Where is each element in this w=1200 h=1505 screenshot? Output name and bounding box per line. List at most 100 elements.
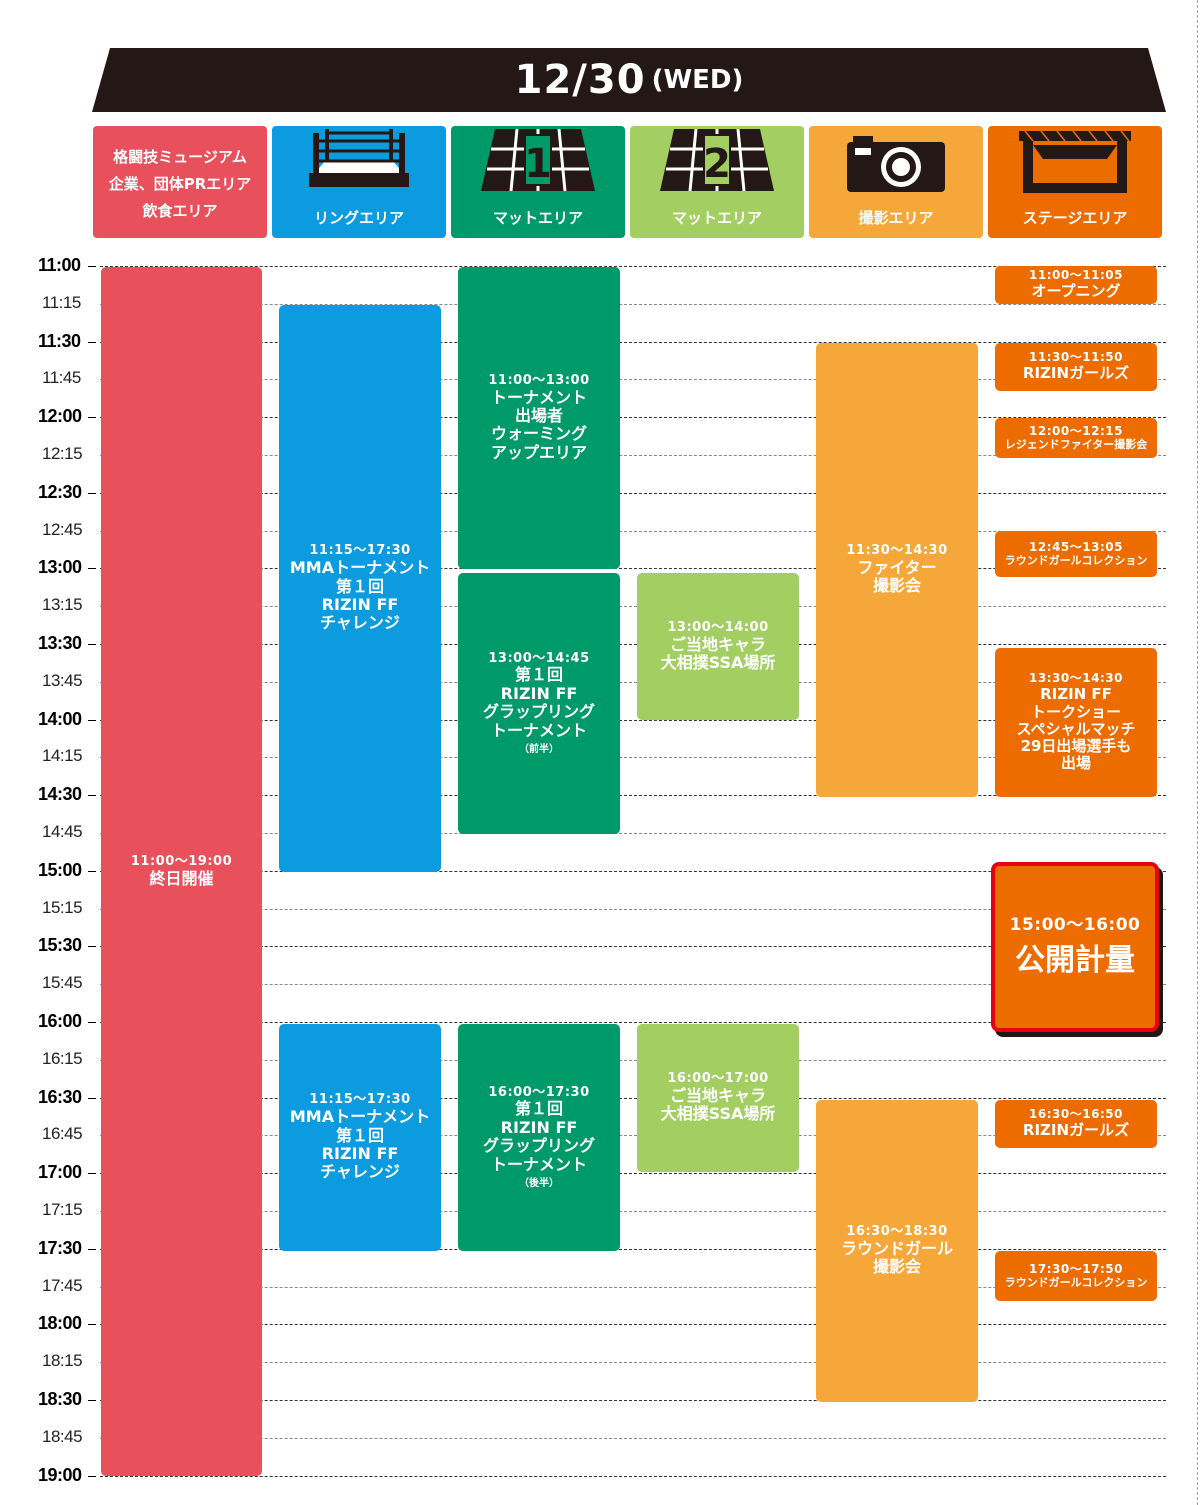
time-label: 15:00 bbox=[38, 859, 82, 880]
event-time: 16:00～17:00 bbox=[667, 1071, 769, 1087]
time-label: 14:30 bbox=[38, 784, 82, 805]
event-stage-girls-1[interactable]: 11:30～11:50 RIZINガールズ bbox=[995, 343, 1157, 391]
grid-line bbox=[100, 266, 1166, 267]
grid-line bbox=[100, 455, 1166, 456]
grid-tick bbox=[88, 341, 96, 343]
event-photo-roundgirl[interactable]: 16:30～18:30 ラウンドガール 撮影会 bbox=[816, 1100, 978, 1402]
time-label: 18:45 bbox=[42, 1426, 83, 1446]
event-title: 公開計量 bbox=[1015, 942, 1135, 978]
time-label: 12:45 bbox=[42, 519, 83, 539]
event-photo-fighter[interactable]: 11:30～14:30 ファイター 撮影会 bbox=[816, 343, 978, 797]
header-mat2: 2 マットエリア bbox=[630, 126, 804, 238]
event-title: トーナメント bbox=[490, 1154, 587, 1174]
event-title: トーナメント bbox=[490, 720, 587, 740]
header-stage: ステージエリア bbox=[988, 126, 1162, 238]
time-label: 14:45 bbox=[42, 822, 83, 841]
banner-shape bbox=[92, 48, 1166, 112]
stage-truss-icon bbox=[1019, 130, 1131, 193]
grid-line bbox=[100, 1173, 1166, 1175]
time-label: 14:00 bbox=[38, 708, 82, 729]
grid-line bbox=[100, 1097, 1166, 1099]
event-time: 11:00～13:00 bbox=[488, 372, 590, 388]
time-label: 11:45 bbox=[42, 368, 81, 388]
event-title: RIZIN FF bbox=[321, 594, 399, 614]
grid-tick bbox=[88, 1022, 96, 1023]
mat-2-icon: 2 bbox=[660, 129, 774, 192]
time-label: 18:30 bbox=[38, 1389, 82, 1409]
event-time: 17:30～17:50 bbox=[1029, 1261, 1123, 1276]
event-stage-collection-1[interactable]: 12:45～13:05 ラウンドガールコレクション bbox=[995, 531, 1157, 577]
grid-tick bbox=[88, 568, 96, 570]
event-stage-legend[interactable]: 12:00～12:15 レジェンドファイター撮影会 bbox=[995, 418, 1157, 458]
time-label: 12:30 bbox=[38, 481, 82, 502]
grid-line bbox=[100, 1324, 1166, 1326]
event-museum-allday[interactable]: 11:00～19:00 終日開催 bbox=[101, 267, 262, 1476]
grid-line bbox=[100, 984, 1166, 986]
grid-tick bbox=[88, 266, 96, 267]
header-ring: リングエリア bbox=[272, 126, 446, 238]
event-title: RIZIN FF bbox=[321, 1143, 399, 1163]
event-title: RIZINガールズ bbox=[1022, 364, 1130, 383]
header-mat1: 1 マットエリア bbox=[451, 126, 625, 238]
grid-line bbox=[100, 1475, 1166, 1477]
event-ring-mma-2[interactable]: 11:15～17:30 MMAトーナメント 第１回 RIZIN FF チャレンジ bbox=[279, 1024, 441, 1251]
grid-line bbox=[100, 1248, 1166, 1250]
grid-line bbox=[100, 946, 1166, 948]
event-time: 13:00～14:00 bbox=[667, 619, 769, 635]
event-title: ラウンドガールコレクション bbox=[1004, 553, 1148, 567]
time-label: 13:00 bbox=[38, 557, 82, 578]
event-title: 撮影会 bbox=[872, 1257, 921, 1277]
header-museum-line: 飲食エリア bbox=[142, 202, 218, 220]
grid-tick bbox=[88, 1475, 96, 1477]
time-label: 19:00 bbox=[38, 1464, 82, 1485]
grid-tick bbox=[88, 1400, 96, 1401]
event-title: 出場 bbox=[1060, 754, 1091, 773]
event-mat1-grappling-1[interactable]: 13:00～14:45 第１回 RIZIN FF グラップリング トーナメント … bbox=[458, 573, 620, 834]
grid-line bbox=[100, 568, 1166, 570]
time-label: 12:00 bbox=[38, 406, 82, 427]
event-stage-girls-2[interactable]: 16:30～16:50 RIZINガールズ bbox=[995, 1100, 1157, 1148]
header-stage-label: ステージエリア bbox=[1022, 209, 1128, 227]
event-title: RIZIN FF bbox=[500, 1117, 578, 1137]
event-time: 16:00～17:30 bbox=[488, 1084, 590, 1100]
event-note: （後半） bbox=[519, 1178, 559, 1189]
event-title: チャレンジ bbox=[320, 1162, 400, 1182]
grid-tick bbox=[88, 1173, 96, 1175]
event-mat2-chara-2[interactable]: 16:00～17:00 ご当地キャラ 大相撲SSA場所 bbox=[637, 1024, 799, 1172]
grid-tick bbox=[88, 719, 96, 721]
mat-number: 1 bbox=[524, 141, 552, 187]
grid-line bbox=[100, 719, 1166, 721]
event-mat1-grappling-2[interactable]: 16:00～17:30 第１回 RIZIN FF グラップリング トーナメント … bbox=[458, 1024, 620, 1251]
event-time: 11:00～11:05 bbox=[1029, 268, 1123, 283]
grid-tick bbox=[88, 946, 96, 948]
grid-line bbox=[100, 681, 1166, 683]
event-title: MMAトーナメント bbox=[289, 558, 431, 578]
event-stage-weighin[interactable]: 15:00～16:00 公開計量 bbox=[991, 862, 1159, 1032]
event-ring-mma-1[interactable]: 11:15～17:30 MMAトーナメント 第１回 RIZIN FF チャレンジ bbox=[279, 305, 441, 872]
grid-line bbox=[100, 870, 1166, 872]
time-label: 16:15 bbox=[42, 1048, 83, 1068]
event-title: 大相撲SSA場所 bbox=[660, 1104, 776, 1124]
grid-line bbox=[100, 1022, 1166, 1023]
event-title: 大相撲SSA場所 bbox=[660, 652, 776, 672]
event-title: 29日出場選手も bbox=[1020, 737, 1132, 756]
header-museum: 格闘技ミュージアム 企業、団体PRエリア 飲食エリア bbox=[93, 126, 267, 238]
event-title: RIZIN FF bbox=[1040, 685, 1112, 704]
event-stage-talk[interactable]: 13:30～14:30 RIZIN FF トークショー スペシャルマッチ 29日… bbox=[995, 648, 1157, 797]
time-label: 16:00 bbox=[38, 1011, 82, 1031]
event-title: ラウンドガールコレクション bbox=[1004, 1275, 1148, 1289]
event-mat1-warmup[interactable]: 11:00～13:00 トーナメント 出場者 ウォーミング アップエリア bbox=[458, 267, 620, 569]
event-stage-opening[interactable]: 11:00～11:05 オープニング bbox=[995, 266, 1157, 304]
time-label: 17:30 bbox=[38, 1237, 82, 1258]
header-photo: 撮影エリア bbox=[809, 126, 983, 238]
time-label: 11:30 bbox=[38, 330, 81, 351]
grid-tick bbox=[88, 644, 96, 645]
grid-line bbox=[100, 795, 1166, 797]
grid-line bbox=[100, 1211, 1166, 1212]
event-title: チャレンジ bbox=[320, 613, 400, 633]
event-time: 12:00～12:15 bbox=[1029, 423, 1123, 438]
event-mat2-chara-1[interactable]: 13:00～14:00 ご当地キャラ 大相撲SSA場所 bbox=[637, 573, 799, 720]
time-label: 13:45 bbox=[42, 670, 83, 690]
event-stage-collection-2[interactable]: 17:30～17:50 ラウンドガールコレクション bbox=[995, 1251, 1157, 1301]
event-title: 撮影会 bbox=[872, 576, 921, 596]
